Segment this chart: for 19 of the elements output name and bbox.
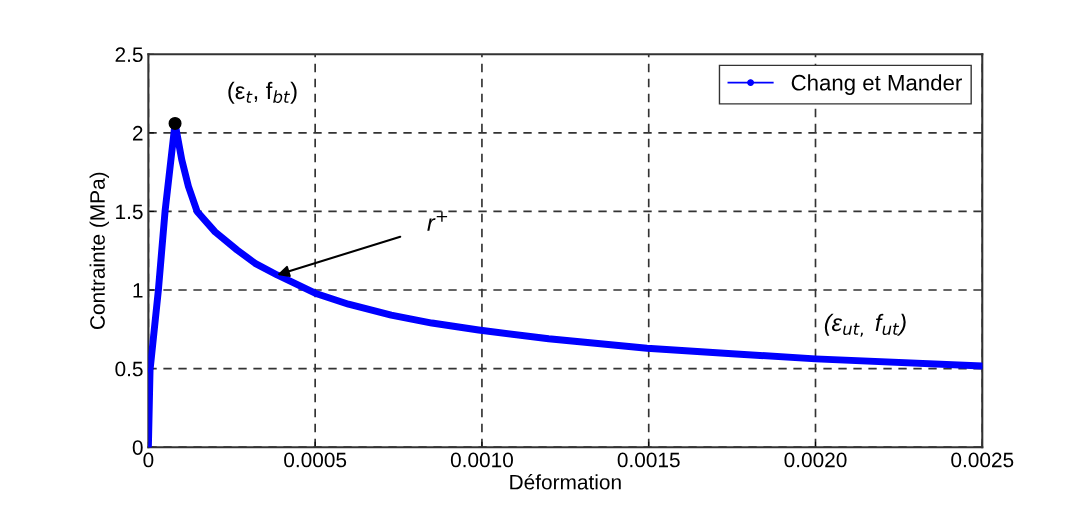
legend-label: Chang et Mander [791,74,962,95]
x-tick-label: 0 [143,452,154,468]
y-tick-label: 1.5 [116,204,143,220]
annotation: (ε$_{ut,}$ f$_{ut}$) [824,313,906,337]
x-tick-label: 0.0015 [617,452,680,468]
x-tick-label: 0.0010 [450,452,513,468]
y-tick-label: 0.5 [115,361,143,377]
point [168,116,182,130]
x-tick-label: 0.0005 [284,452,347,468]
annotation: r$^{+}$ [427,211,448,231]
y-tick-label: 0 [132,440,143,455]
y-tick-label: 1 [133,283,143,298]
y-tick-label: 2 [132,125,143,141]
y-axis-title: Contrainte (MPa) [89,172,109,329]
y-tick-label: 2.5 [115,47,143,63]
x-tick-label: 0.0025 [951,452,1014,468]
annotation: (ε$_{t}$, f$_{bt}$) [228,81,297,104]
x-tick-label: 0.0020 [784,452,847,468]
x-axis-title: Déformation [510,474,621,490]
